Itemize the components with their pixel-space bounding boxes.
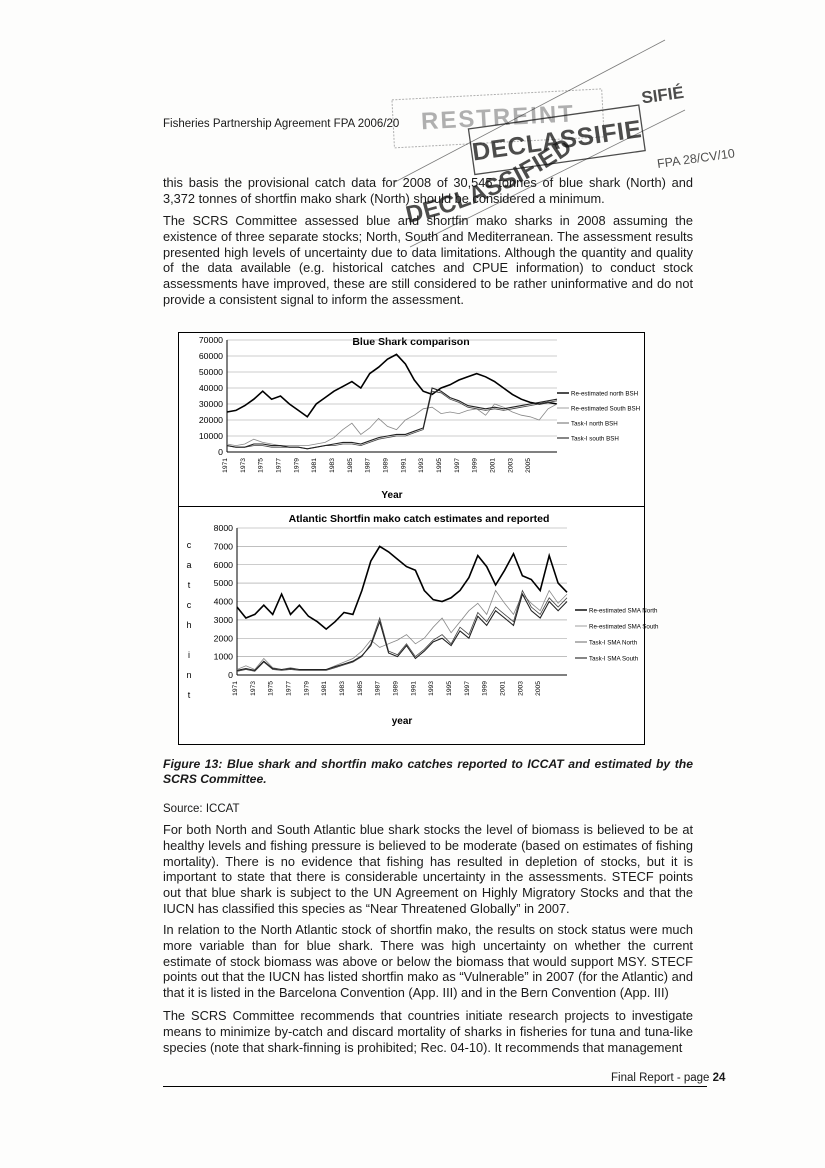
svg-text:60000: 60000 [199,351,223,361]
svg-text:2003: 2003 [517,681,524,696]
svg-text:70000: 70000 [199,335,223,345]
svg-text:2005: 2005 [535,681,542,696]
svg-text:4000: 4000 [214,597,233,607]
svg-text:1975: 1975 [258,458,265,473]
svg-text:20000: 20000 [199,415,223,425]
svg-text:a: a [186,560,191,570]
svg-text:1999: 1999 [482,681,489,696]
svg-text:1997: 1997 [464,681,471,696]
svg-text:Year: Year [381,490,402,501]
svg-text:1979: 1979 [303,681,310,696]
svg-text:n: n [186,670,191,680]
svg-text:t: t [188,580,191,590]
svg-text:h: h [186,620,191,630]
svg-text:1989: 1989 [383,458,390,473]
svg-text:1989: 1989 [393,681,400,696]
svg-text:1985: 1985 [347,458,354,473]
svg-text:2000: 2000 [214,633,233,643]
svg-text:Re-estimated South BSH: Re-estimated South BSH [571,406,640,413]
svg-text:1985: 1985 [357,681,364,696]
svg-text:10000: 10000 [199,431,223,441]
svg-text:1981: 1981 [321,681,328,696]
svg-text:1987: 1987 [375,681,382,696]
svg-text:1971: 1971 [232,681,239,696]
svg-text:3000: 3000 [214,615,233,625]
svg-text:c: c [187,540,192,550]
svg-text:Blue Shark comparison: Blue Shark comparison [352,336,469,348]
svg-text:1973: 1973 [250,681,257,696]
svg-text:1983: 1983 [329,458,336,473]
svg-text:1993: 1993 [418,458,425,473]
svg-text:1987: 1987 [365,458,372,473]
svg-text:Task-I SMA North: Task-I SMA North [589,640,638,647]
svg-text:8000: 8000 [214,523,233,533]
svg-text:1995: 1995 [446,681,453,696]
svg-text:1991: 1991 [400,458,407,473]
svg-text:0: 0 [228,670,233,680]
svg-text:5000: 5000 [214,578,233,588]
svg-text:1991: 1991 [410,681,417,696]
svg-text:2001: 2001 [490,458,497,473]
svg-text:40000: 40000 [199,383,223,393]
svg-text:2001: 2001 [500,681,507,696]
svg-text:50000: 50000 [199,367,223,377]
svg-text:year: year [392,716,413,727]
svg-text:2005: 2005 [525,458,532,473]
svg-text:Task-I north BSH: Task-I north BSH [571,421,618,428]
svg-text:6000: 6000 [214,560,233,570]
svg-text:7000: 7000 [214,541,233,551]
svg-text:Re-estimated SMA North: Re-estimated SMA North [589,608,658,615]
svg-text:0: 0 [218,447,223,457]
svg-text:1995: 1995 [436,458,443,473]
svg-text:1981: 1981 [311,458,318,473]
svg-text:SIFIÉ: SIFIÉ [640,83,685,108]
svg-text:1000: 1000 [214,652,233,662]
svg-text:Task-I south BSH: Task-I south BSH [571,436,619,443]
svg-text:1975: 1975 [268,681,275,696]
svg-text:1993: 1993 [428,681,435,696]
svg-text:2003: 2003 [507,458,514,473]
svg-text:1999: 1999 [472,458,479,473]
svg-text:1971: 1971 [222,458,229,473]
svg-text:30000: 30000 [199,399,223,409]
svg-text:FPA 28/CV/10: FPA 28/CV/10 [656,146,736,171]
svg-text:t: t [188,690,191,700]
svg-text:Re-estimated north BSH: Re-estimated north BSH [571,391,638,398]
svg-text:1977: 1977 [276,458,283,473]
svg-text:c: c [187,600,192,610]
svg-text:1977: 1977 [286,681,293,696]
svg-text:i: i [188,650,190,660]
svg-text:Atlantic Shortfin mako catch e: Atlantic Shortfin mako catch estimates a… [289,513,550,525]
svg-text:Task-I SMA South: Task-I SMA South [589,656,639,663]
svg-text:1973: 1973 [240,458,247,473]
svg-text:1983: 1983 [339,681,346,696]
svg-text:1997: 1997 [454,458,461,473]
svg-text:Re-estimated SMA South: Re-estimated SMA South [589,624,659,631]
svg-text:1979: 1979 [293,458,300,473]
